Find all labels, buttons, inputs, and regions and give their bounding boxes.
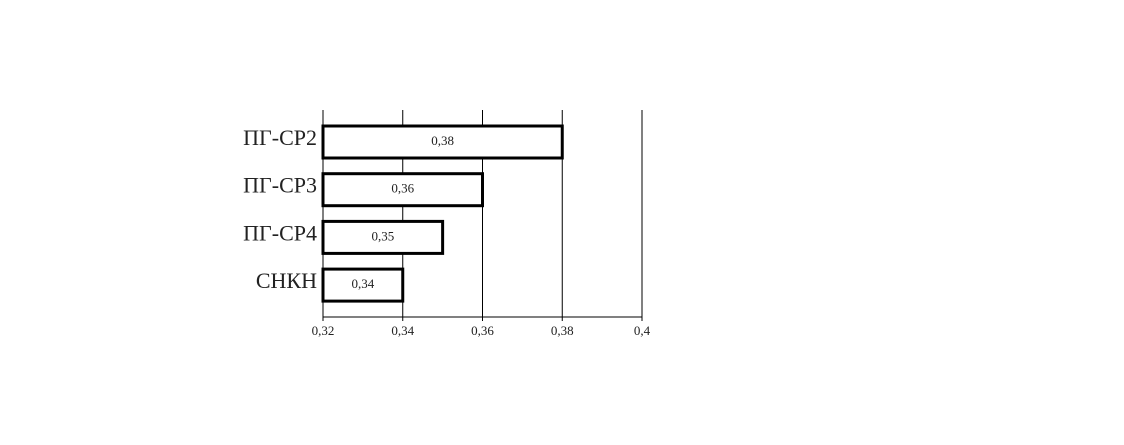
x-tick-label: 0,38 [551, 323, 574, 338]
x-tick-label: 0,36 [471, 323, 494, 338]
y-tick-label: СНКН [256, 268, 317, 293]
y-tick-label: ПГ-СР4 [243, 220, 317, 245]
y-tick-label: ПГ-СР3 [243, 173, 317, 198]
bar [321, 219, 445, 255]
bar [321, 172, 484, 208]
value-label: 0,35 [371, 228, 394, 243]
x-tick-label: 0,34 [391, 323, 414, 338]
x-tick-label: 0,32 [312, 323, 335, 338]
y-tick-label: ПГ-СР2 [243, 125, 317, 150]
bar [321, 124, 564, 160]
bar [321, 267, 405, 303]
value-label: 0,34 [352, 276, 375, 291]
value-label: 0,36 [391, 181, 414, 196]
value-label: 0,38 [431, 133, 454, 148]
x-tick-label: 0,4 [634, 323, 651, 338]
